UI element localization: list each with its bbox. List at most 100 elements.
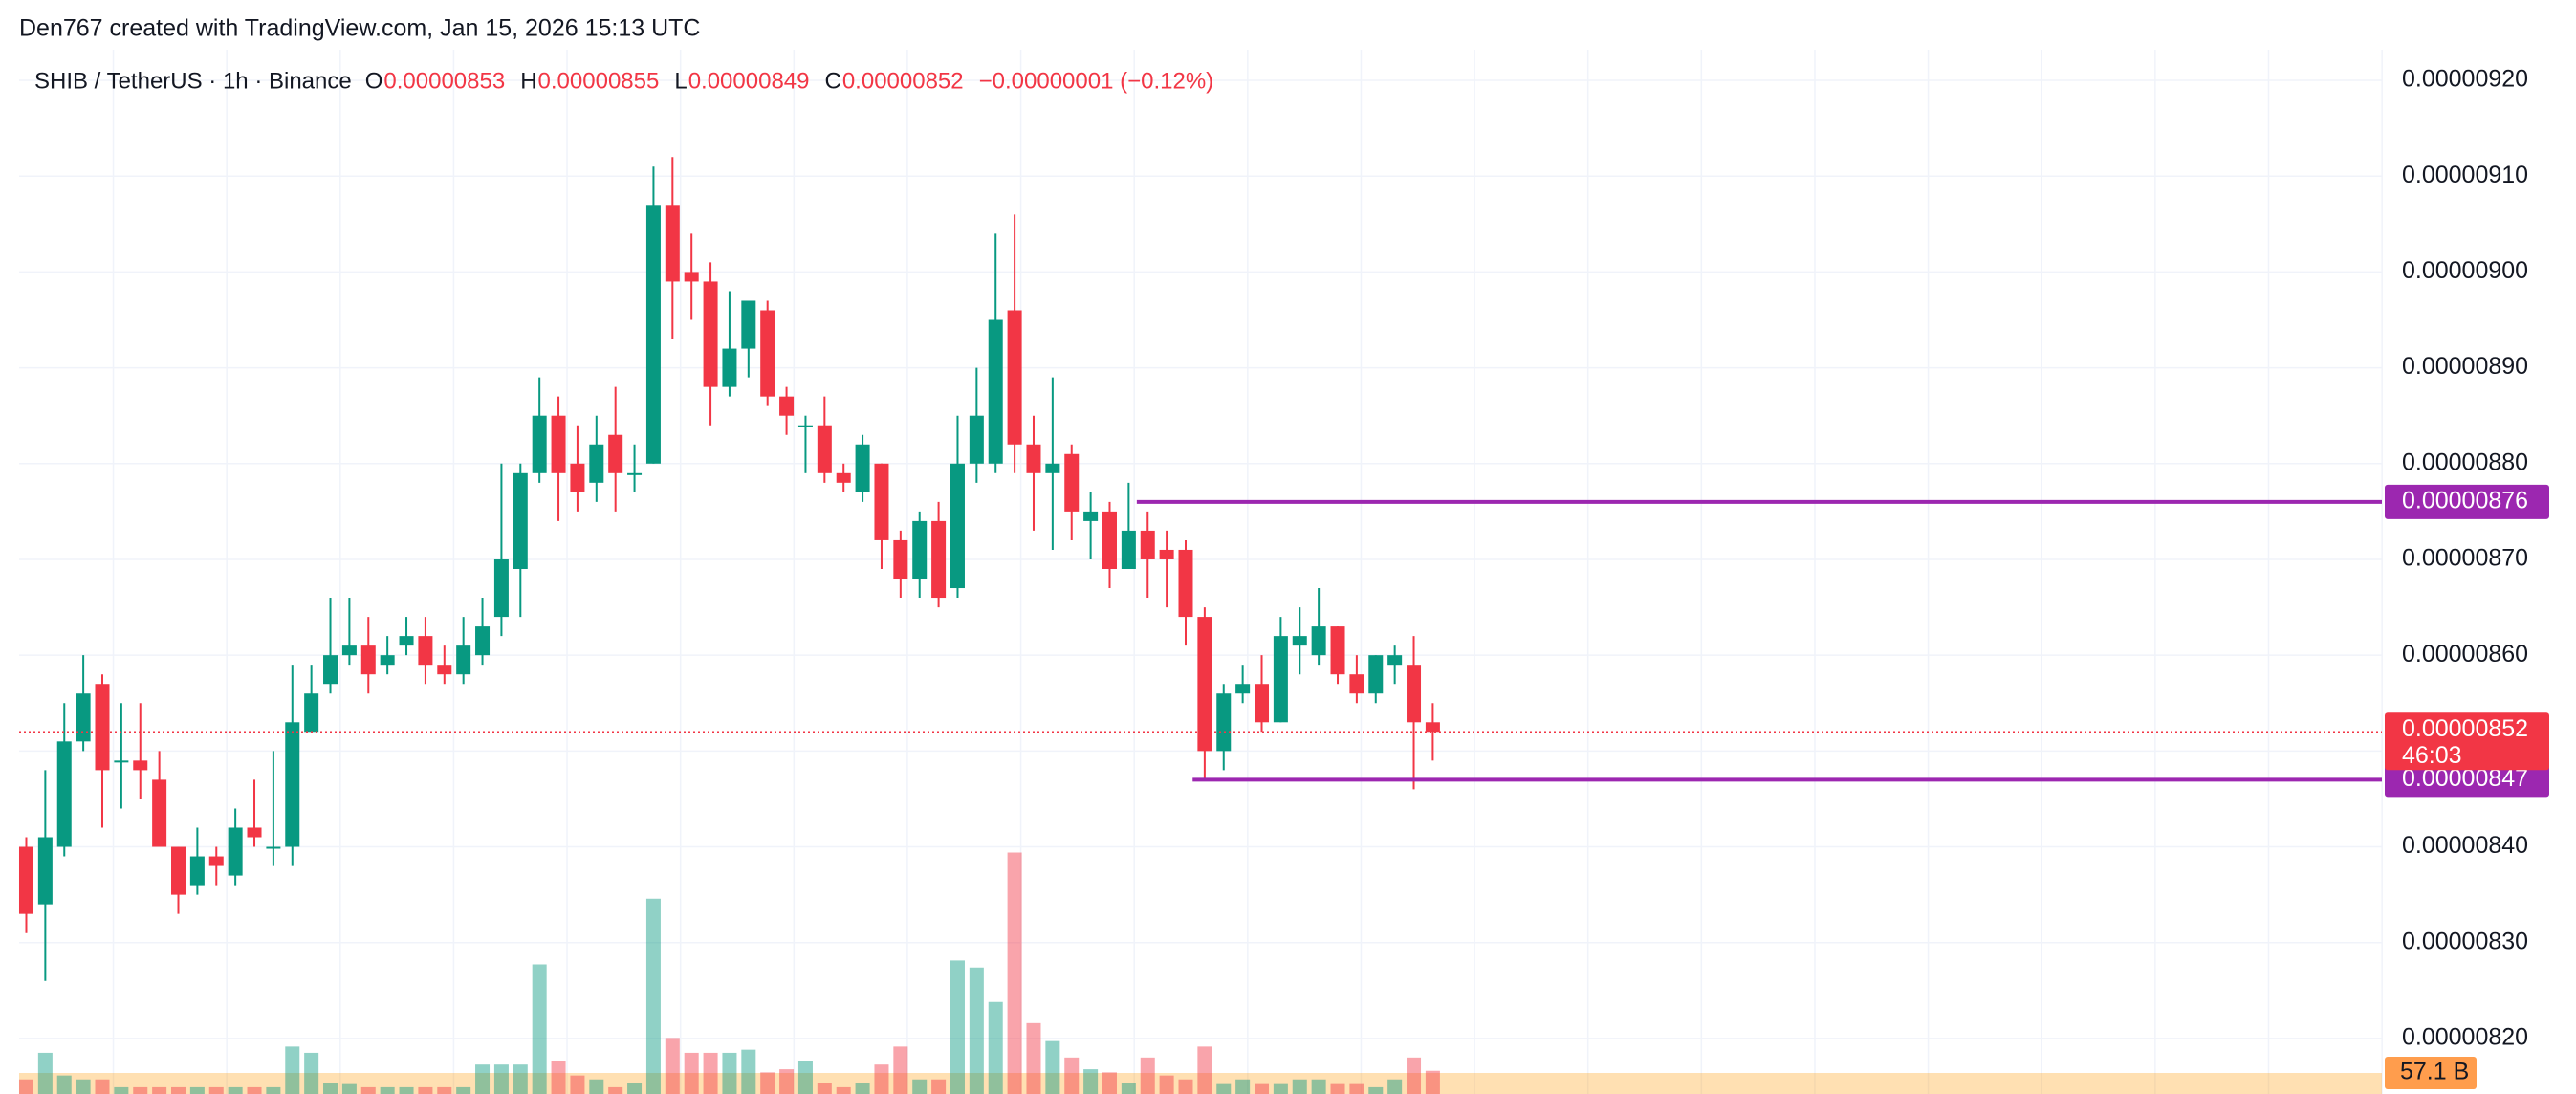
- volume-bar: [114, 1086, 129, 1094]
- candle-body: [1387, 655, 1403, 666]
- candle-body: [228, 827, 243, 876]
- volume-bar: [1083, 1069, 1099, 1094]
- candle-body: [645, 205, 661, 464]
- y-tick-label: 0.00000910: [2402, 162, 2528, 188]
- level-tag: [2385, 484, 2549, 519]
- level-tag: [2385, 762, 2549, 798]
- candle-body: [304, 693, 319, 733]
- volume-bar: [380, 1086, 395, 1094]
- volume-bar: [645, 898, 661, 1094]
- candle-body: [1235, 684, 1251, 694]
- volume-bar: [589, 1079, 604, 1094]
- candle-body: [551, 415, 566, 473]
- volume-bar: [1197, 1046, 1212, 1094]
- candle-body: [76, 693, 91, 742]
- volume-bar: [1273, 1083, 1288, 1094]
- candle-body: [1216, 693, 1232, 752]
- volume-bar: [133, 1086, 148, 1094]
- ohlc-value: 0.00000855: [538, 68, 660, 94]
- candle-body: [627, 472, 643, 475]
- volume-bar: [360, 1086, 376, 1094]
- candle-body: [1178, 549, 1193, 618]
- volume-bar: [266, 1086, 281, 1094]
- candle-body: [684, 272, 699, 282]
- volume-bar: [627, 1083, 643, 1094]
- candle-body: [493, 558, 509, 618]
- volume-bar: [760, 1072, 775, 1094]
- candle-body: [360, 645, 376, 675]
- symbol-title: SHIB / TetherUS · 1h · Binance: [34, 68, 352, 94]
- volume-bar: [437, 1086, 452, 1094]
- candle-body: [608, 434, 623, 473]
- candle-body: [114, 760, 129, 763]
- volume-bar: [931, 1079, 947, 1094]
- volume-bar: [228, 1086, 243, 1094]
- y-tick-label: 0.00000920: [2402, 66, 2528, 93]
- volume-bar: [797, 1061, 813, 1094]
- volume-bar: [969, 967, 984, 1094]
- candle-body: [437, 665, 452, 675]
- candle-body: [589, 444, 604, 483]
- volume-bar: [1102, 1072, 1117, 1094]
- legend: SHIB / TetherUS · 1h · Binance O 0.000008…: [34, 68, 1213, 94]
- volume-bar: [1007, 852, 1022, 1094]
- volume-bar: [1140, 1057, 1155, 1094]
- level-label: 0.00000876: [2402, 487, 2528, 514]
- credit: Den767 created with TradingView.com, Jan…: [19, 15, 700, 42]
- volume-bar: [37, 1052, 53, 1094]
- candle-body: [1292, 636, 1307, 646]
- candle-body: [399, 636, 414, 646]
- candle-body: [208, 856, 224, 866]
- volume-bar: [189, 1086, 205, 1094]
- y-tick-label: 0.00000860: [2402, 641, 2528, 667]
- volume-bar: [684, 1052, 699, 1094]
- candle-body: [1083, 511, 1099, 521]
- volume-bar: [18, 1079, 33, 1094]
- volume-bar: [1255, 1083, 1270, 1094]
- volume-bar: [493, 1064, 509, 1094]
- candle-body: [874, 463, 889, 540]
- candle-body: [456, 645, 471, 675]
- candle-body: [817, 425, 832, 473]
- ohlc-value: 0.00000852: [842, 68, 964, 94]
- price-axis: 0.00000920 0.00000910 0.00000900 0.00000890…: [2385, 66, 2549, 1089]
- volume-bar: [475, 1064, 491, 1094]
- candle-body: [1255, 684, 1270, 723]
- candle-body: [418, 636, 433, 666]
- candle-body: [37, 837, 53, 905]
- candle-body: [797, 425, 813, 427]
- volume-bar: [817, 1083, 832, 1094]
- volume-bar: [532, 964, 547, 1094]
- candle-body: [741, 300, 756, 349]
- volume-bar: [893, 1046, 908, 1094]
- volume-bar: [323, 1083, 338, 1094]
- candle-body: [133, 760, 148, 771]
- y-tick-label: 0.00000890: [2402, 353, 2528, 380]
- candle-body: [285, 722, 300, 847]
- ohlc-key: L: [674, 68, 687, 94]
- volume-bar: [171, 1086, 186, 1094]
- volume-bar: [665, 1038, 680, 1094]
- candle-body: [95, 684, 110, 771]
- volume-bar: [76, 1079, 91, 1094]
- volume-bar: [1026, 1022, 1041, 1094]
- candle-body: [969, 415, 984, 464]
- volume-bar: [208, 1086, 224, 1094]
- candle-body: [1026, 444, 1041, 473]
- volume-bar: [855, 1083, 870, 1094]
- candle-body: [1273, 636, 1288, 723]
- volume-bar: [1064, 1057, 1080, 1094]
- volume-bar: [1292, 1079, 1307, 1094]
- last-price-label: 0.00000852: [2402, 715, 2528, 742]
- candles: [18, 157, 2382, 981]
- volume-bar: [836, 1086, 851, 1094]
- candle-body: [1159, 549, 1174, 559]
- candle-body: [1140, 530, 1155, 559]
- y-tick-label: 0.00000830: [2402, 928, 2528, 954]
- candle-body: [1407, 665, 1422, 723]
- volume-bar: [95, 1079, 110, 1094]
- volume-bar: [722, 1052, 737, 1094]
- candle-body: [532, 415, 547, 473]
- candle-body: [1064, 453, 1080, 512]
- volume-bar: [1178, 1079, 1193, 1094]
